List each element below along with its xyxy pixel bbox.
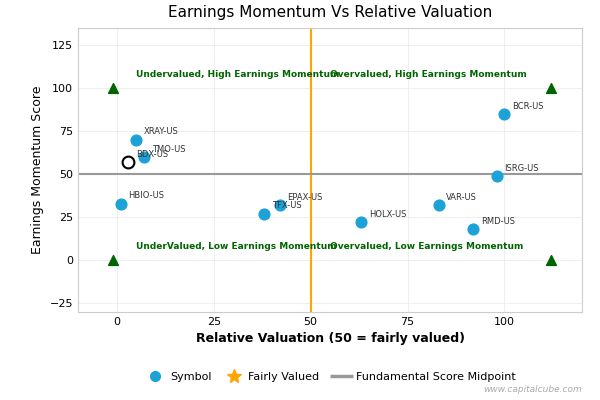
Point (275, 202, 284, 208)
Text: BCR-US: BCR-US (512, 102, 544, 111)
Point (131, 137, 141, 143)
Text: www.capitalcube.com: www.capitalcube.com (483, 385, 582, 394)
Point (108, 85, 118, 92)
X-axis label: Relative Valuation (50 = fairly valued): Relative Valuation (50 = fairly valued) (196, 332, 464, 346)
Y-axis label: Earnings Momentum Score: Earnings Momentum Score (31, 86, 44, 254)
Title: Earnings Momentum Vs Relative Valuation: Earnings Momentum Vs Relative Valuation (168, 5, 492, 20)
Point (469, 226, 478, 232)
Text: HOLX-US: HOLX-US (369, 210, 406, 219)
Text: Overvalued, Low Earnings Momentum: Overvalued, Low Earnings Momentum (330, 242, 523, 251)
Text: TMO-US: TMO-US (152, 145, 185, 154)
Text: VAR-US: VAR-US (446, 193, 477, 202)
Text: Overvalued, High Earnings Momentum: Overvalued, High Earnings Momentum (330, 70, 527, 79)
Point (356, 219, 366, 226)
Text: UnderValued, Low Earnings Momentum: UnderValued, Low Earnings Momentum (136, 242, 337, 251)
Text: ISRG-US: ISRG-US (505, 164, 539, 172)
Text: BDX-US: BDX-US (136, 150, 168, 159)
Point (124, 159, 133, 166)
Legend: Symbol, Fairly Valued, Fundamental Score Midpoint: Symbol, Fairly Valued, Fundamental Score… (140, 367, 520, 386)
Text: RMD-US: RMD-US (481, 217, 515, 226)
Point (546, 85, 556, 92)
Text: Undervalued, High Earnings Momentum: Undervalued, High Earnings Momentum (136, 70, 340, 79)
Point (434, 202, 443, 208)
Text: TFX-US: TFX-US (272, 202, 301, 210)
Text: EPAX-US: EPAX-US (287, 193, 323, 202)
Point (139, 154, 149, 160)
Point (259, 211, 269, 217)
Point (108, 257, 118, 264)
Text: HBIO-US: HBIO-US (128, 191, 164, 200)
Point (116, 200, 125, 207)
Point (492, 173, 502, 179)
Point (500, 111, 509, 117)
Text: XRAY-US: XRAY-US (144, 128, 179, 136)
Point (546, 257, 556, 264)
